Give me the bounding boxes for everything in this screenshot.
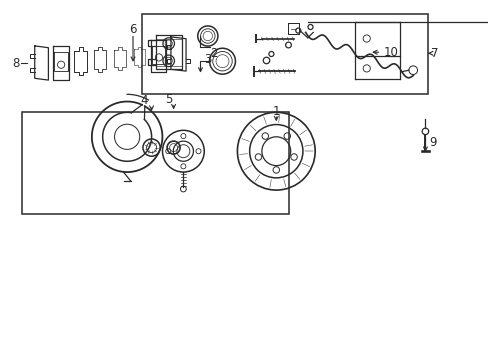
Bar: [142, 14, 427, 94]
Text: 9: 9: [428, 136, 436, 149]
Text: 7: 7: [430, 47, 438, 60]
Text: 4: 4: [140, 94, 148, 107]
Text: 2: 2: [209, 47, 217, 60]
Text: 5: 5: [164, 93, 172, 105]
Text: 8: 8: [12, 57, 20, 69]
Text: 6: 6: [129, 23, 137, 36]
Text: 3: 3: [203, 53, 211, 66]
Text: 10: 10: [383, 46, 398, 59]
Bar: [22, 112, 288, 214]
Text: 1: 1: [272, 105, 280, 118]
